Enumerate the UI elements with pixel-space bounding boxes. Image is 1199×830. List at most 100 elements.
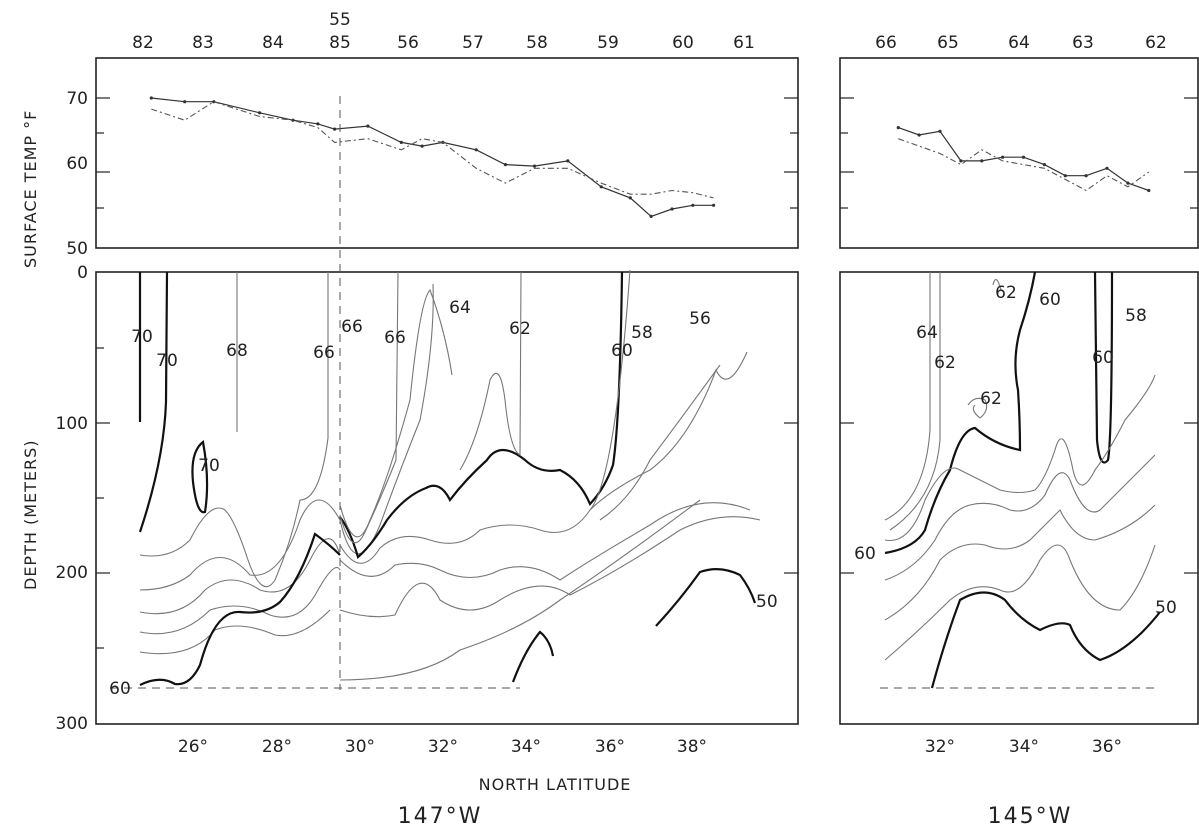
surface-temp-point	[183, 100, 187, 104]
isotherm-line	[599, 364, 721, 521]
surface-temp-point	[149, 96, 153, 100]
isotherm-label: 56	[689, 309, 711, 329]
depth-tick-label: 300	[56, 714, 88, 734]
station-labels-145w: 66 65 64 63 62	[875, 33, 1167, 53]
isotherm-line	[339, 499, 701, 681]
isotherm-label: 64	[916, 323, 938, 343]
depth-tick-label: 0	[77, 263, 88, 283]
surface-temp-point	[959, 159, 963, 163]
station-label: 58	[526, 33, 548, 53]
surface-temp-frame-147w	[95, 57, 799, 249]
lat-tick-label: 38°	[677, 737, 707, 757]
surface-temp-frame-145w	[839, 57, 1199, 249]
isotherm-line	[884, 504, 1156, 621]
isotherm-label: 64	[449, 298, 471, 318]
isotherm-label: 62	[509, 319, 531, 339]
isotherm-line	[1093, 271, 1114, 464]
depth-axis-label: DEPTH (METERS)	[21, 439, 40, 590]
surface-temp-point	[566, 159, 570, 163]
isotherm-label: 60	[109, 679, 131, 699]
isotherm-line	[191, 440, 209, 514]
depth-ticks	[96, 347, 1198, 649]
surface-temp-point	[917, 133, 921, 137]
surface-temp-ticks	[96, 97, 1198, 209]
lat-tick-label: 26°	[178, 737, 208, 757]
station-label: 60	[672, 33, 694, 53]
surface-temp-point	[1147, 188, 1151, 193]
isotherm-label: 62	[934, 353, 956, 373]
isotherm-line	[339, 271, 624, 559]
surface-temp-point	[1021, 155, 1026, 159]
station-label: 56	[397, 33, 419, 53]
station-label: 66	[875, 33, 897, 53]
station-label: 84	[262, 33, 284, 53]
isotherm-label: 70	[156, 351, 178, 371]
surface-temp-point	[420, 144, 424, 148]
surface-temp-point	[1042, 163, 1046, 167]
isotherm-line	[339, 516, 761, 618]
station-label: 55	[329, 10, 351, 30]
isotherm-line	[992, 279, 1002, 291]
isotherm-label: 58	[1125, 306, 1147, 326]
isotherm-line	[139, 566, 341, 635]
isotherm-line	[139, 538, 341, 615]
isotherm-line	[339, 351, 748, 564]
surface-temp-tick-label: 70	[66, 89, 88, 109]
station-label: 62	[1145, 33, 1167, 53]
surface-temp-point	[333, 127, 337, 131]
surface-temp-point	[938, 129, 942, 133]
isotherm-line	[138, 271, 169, 533]
surface-temp-point	[1105, 166, 1109, 170]
latitude-tick-labels-145w: 32° 34° 36°	[925, 737, 1122, 757]
lat-tick-label: 36°	[595, 737, 625, 757]
surface-temp-point	[1084, 174, 1088, 178]
surface-temp-point	[399, 140, 403, 144]
surface-temp-series-line	[898, 138, 1150, 192]
station-label: 61	[733, 33, 755, 53]
station-label: 59	[597, 33, 619, 53]
surface-temp-point	[532, 164, 537, 168]
section-label-145w: 145°W	[988, 804, 1073, 829]
section-label-147w: 147°W	[398, 804, 483, 829]
station-label: 82	[132, 33, 154, 53]
isotherm-label: 62	[995, 283, 1017, 303]
lat-tick-label: 30°	[345, 737, 375, 757]
surface-temp-point	[712, 203, 716, 207]
surface-temp-series-line	[151, 101, 714, 199]
surface-temp-point	[474, 148, 478, 152]
isotherm-line	[139, 609, 331, 655]
isotherm-line	[884, 454, 1156, 581]
x-axis-label: NORTH LATITUDE	[479, 775, 632, 794]
depth-tick-label: 200	[56, 563, 88, 583]
station-label: 64	[1008, 33, 1030, 53]
isotherms-145w: 64 62 62 62 60 60 58 60 50	[854, 271, 1177, 689]
lat-tick-label: 28°	[262, 737, 292, 757]
isotherm-label: 58	[631, 323, 653, 343]
surface-temp-point	[896, 126, 900, 130]
lat-tick-label: 34°	[511, 737, 541, 757]
station-label: 63	[1072, 33, 1094, 53]
isotherm-line	[139, 532, 341, 686]
lat-tick-label: 32°	[925, 737, 955, 757]
isotherm-label: 60	[611, 341, 633, 361]
station-label: 65	[937, 33, 959, 53]
lat-tick-label: 32°	[428, 737, 458, 757]
isotherm-line	[930, 591, 1161, 689]
isotherm-label: 68	[226, 341, 248, 361]
isotherm-line	[459, 271, 522, 471]
surface-temp-point	[316, 122, 320, 126]
isotherm-label: 62	[980, 389, 1002, 409]
surface-temp-point	[291, 118, 295, 122]
surface-temp-point	[980, 159, 984, 163]
isotherm-line	[967, 397, 988, 419]
station-label: 83	[192, 33, 214, 53]
surface-temp-point	[258, 111, 262, 115]
isotherm-label: 60	[1039, 290, 1061, 310]
isotherm-line	[511, 630, 555, 683]
station-label: 85	[329, 33, 351, 53]
isotherms-147w: 70 70 70 68 66 66 66 64 62 60 58 56 60 5…	[109, 96, 778, 699]
surface-temp-point	[691, 203, 695, 207]
isotherm-line	[884, 544, 1156, 661]
isotherm-label: 70	[198, 456, 220, 476]
